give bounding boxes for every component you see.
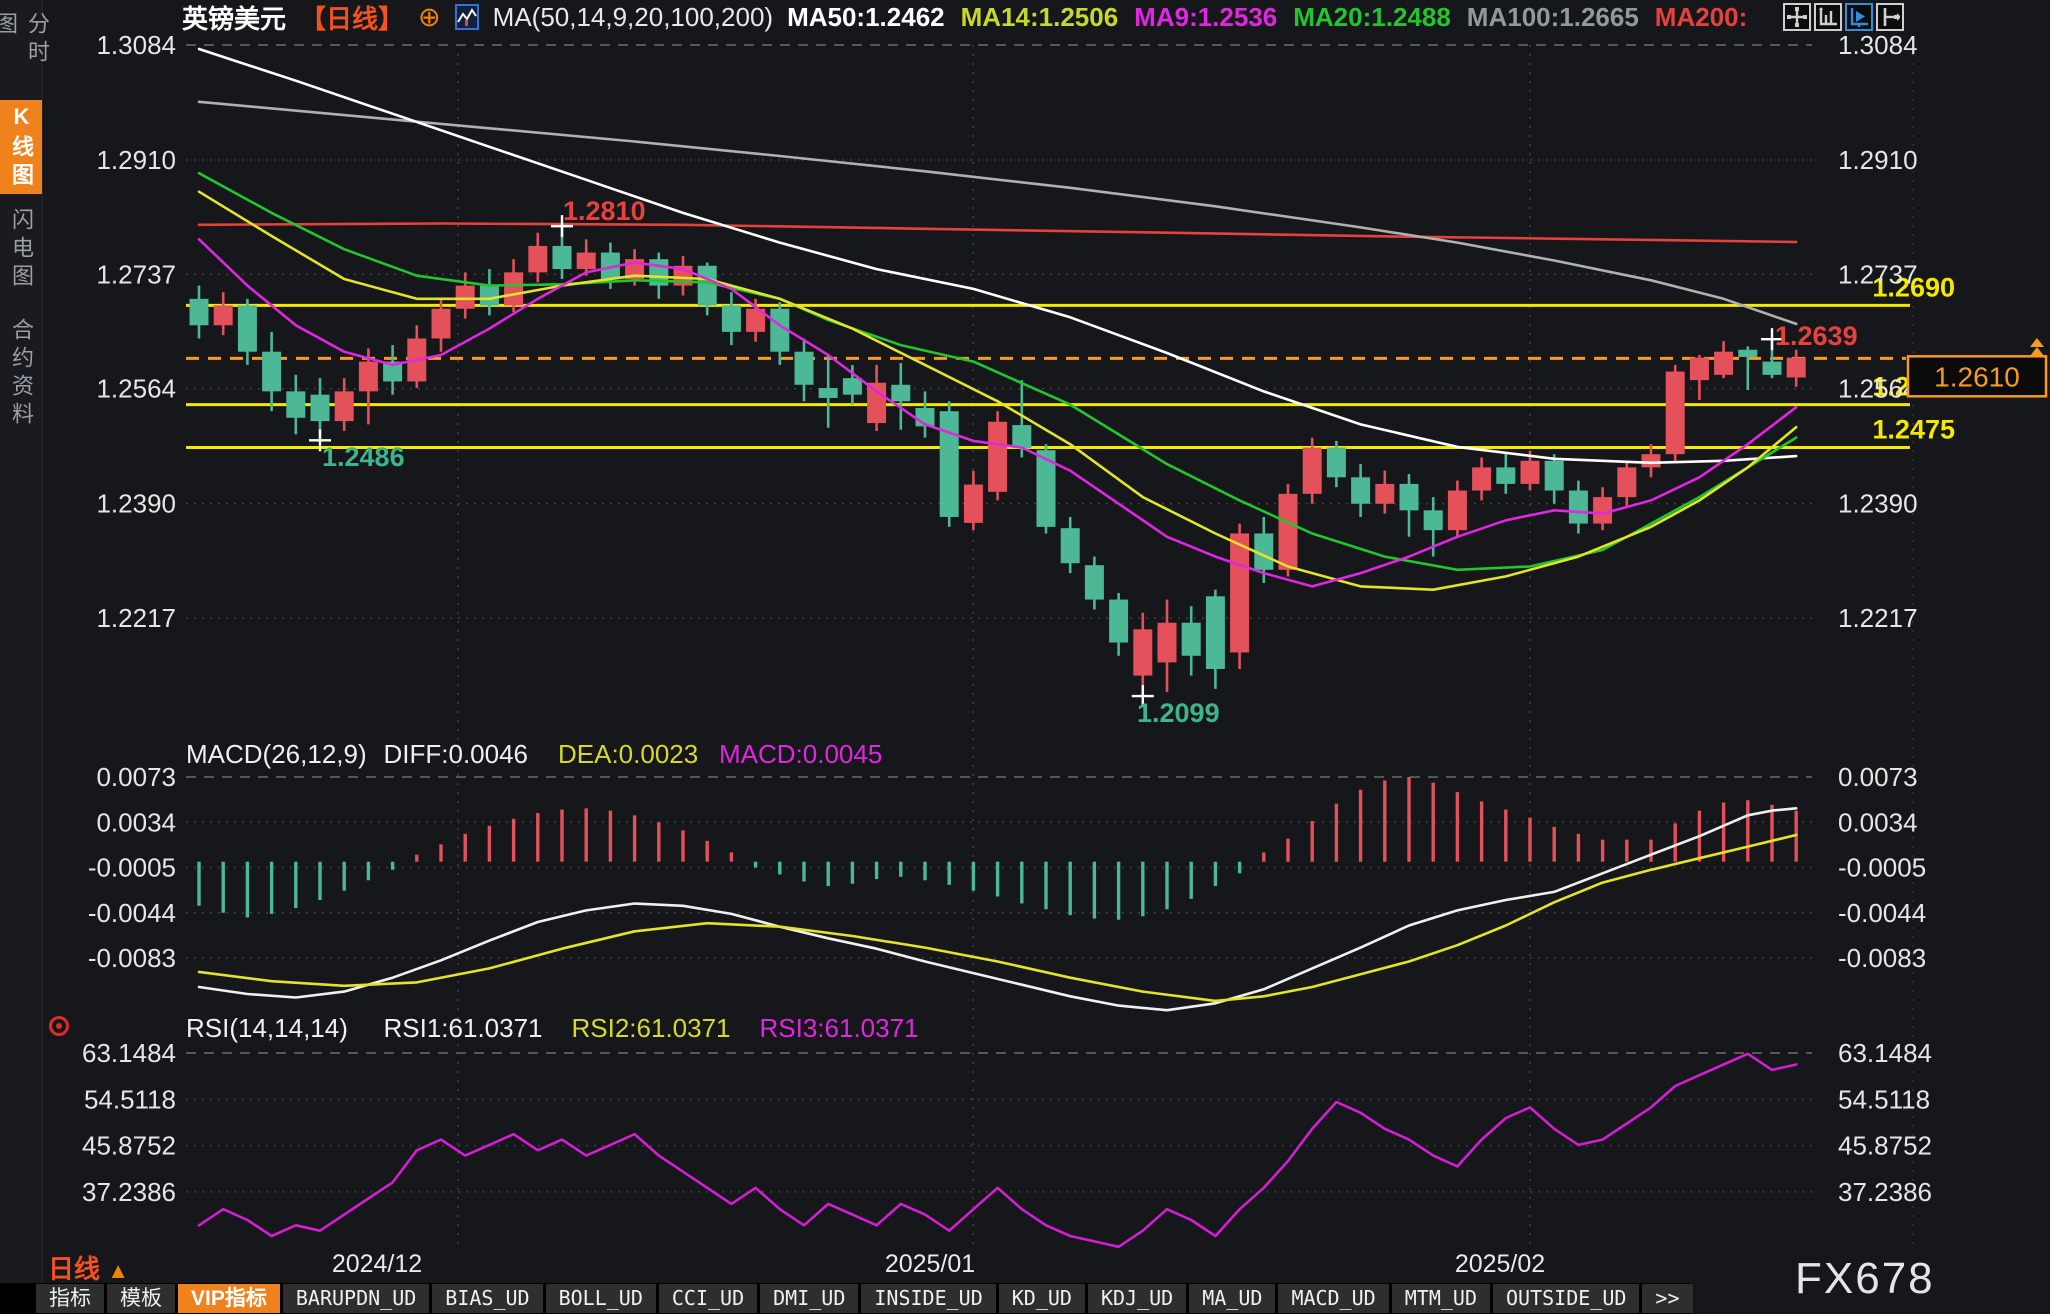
indicator-tabbar: 指标 模板 VIP指标 BARUPDN_UD BIAS_UD BOLL_UD CCI_UD D… — [0, 1283, 1693, 1314]
current-price-label: 1.2610 — [1934, 361, 2020, 392]
tab-OUTSIDE_UD[interactable]: OUTSIDE_UD — [1492, 1284, 1640, 1313]
svg-text:1.2737: 1.2737 — [96, 259, 176, 289]
axis-shift-icon[interactable] — [1876, 3, 1904, 31]
sidebar: 分时图 K线图闪电图合约资料 — [0, 0, 50, 1283]
x-axis-date-label: 2025/01 — [884, 1250, 976, 1278]
svg-text:1.2564: 1.2564 — [1838, 374, 1918, 404]
svg-text:1.3084: 1.3084 — [1838, 30, 1918, 60]
svg-text:0.0034: 0.0034 — [96, 807, 176, 837]
candlestick-mini-icon[interactable] — [454, 4, 479, 30]
price-level-label: 1.2690 — [1872, 272, 1955, 302]
svg-text:-0.0083: -0.0083 — [88, 943, 176, 973]
chart-header: 英镑美元 【日线】 ⊕ MA(50,14,9,20,100,200) MA50:… — [182, 0, 1763, 34]
svg-text:-0.0044: -0.0044 — [1838, 898, 1926, 928]
period-selector[interactable]: 日线 ▲ — [48, 1254, 130, 1284]
ma-value-label: MA100:1.2665 — [1466, 1, 1639, 32]
sidebar-item-4[interactable]: 合约资料 — [9, 318, 34, 430]
tab-MTM_UD[interactable]: MTM_UD — [1391, 1284, 1490, 1313]
svg-text:45.8752: 45.8752 — [1838, 1131, 1932, 1161]
record-target-icon[interactable] — [49, 1016, 69, 1036]
tab-BOLL_UD[interactable]: BOLL_UD — [545, 1284, 656, 1313]
svg-text:54.5118: 54.5118 — [1838, 1084, 1930, 1114]
svg-text:RSI1:61.0371: RSI1:61.0371 — [384, 1013, 543, 1043]
sidebar-item-1[interactable]: 分时图 — [0, 12, 50, 68]
tab-INSIDE_UD[interactable]: INSIDE_UD — [861, 1284, 996, 1313]
ma-value-label: MA14:1.2506 — [960, 1, 1119, 32]
tab-CCI_UD[interactable]: CCI_UD — [658, 1284, 758, 1313]
tab-MACD_UD[interactable]: MACD_UD — [1278, 1284, 1389, 1313]
tab-BIAS_UD[interactable]: BIAS_UD — [432, 1284, 543, 1313]
axis-bars-icon[interactable] — [1814, 3, 1842, 31]
svg-text:DIFF:0.0046: DIFF:0.0046 — [384, 739, 529, 769]
svg-text:0.0073: 0.0073 — [1838, 762, 1918, 792]
tab-指标[interactable]: 指标 — [36, 1284, 104, 1313]
svg-text:RSI3:61.0371: RSI3:61.0371 — [760, 1013, 919, 1043]
svg-text:-0.0005: -0.0005 — [88, 853, 176, 883]
price-annotation-1.2099: 1.2099 — [1137, 698, 1220, 728]
tab-模板[interactable]: 模板 — [107, 1284, 175, 1313]
svg-text:1.2737: 1.2737 — [1838, 259, 1918, 289]
chart-toolbar — [1783, 3, 1904, 31]
svg-text:DEA:0.0023: DEA:0.0023 — [558, 739, 698, 769]
svg-text:63.1484: 63.1484 — [1838, 1038, 1932, 1068]
axis-play-icon[interactable] — [1845, 3, 1873, 31]
svg-text:37.2386: 37.2386 — [82, 1177, 176, 1207]
ma-value-label: MA20:1.2488 — [1293, 1, 1451, 32]
ma-value-label: MA50:1.2462 — [787, 1, 945, 32]
tabs-overflow-button[interactable]: >> — [1642, 1284, 1693, 1313]
svg-text:-0.0083: -0.0083 — [1838, 943, 1926, 973]
svg-text:0.0073: 0.0073 — [96, 762, 176, 792]
svg-text:1.2217: 1.2217 — [1838, 603, 1918, 633]
svg-text:1.2390: 1.2390 — [1838, 489, 1918, 519]
svg-text:1.3084: 1.3084 — [96, 30, 176, 60]
price-annotation-1.2810: 1.2810 — [563, 196, 646, 226]
svg-text:-0.0005: -0.0005 — [1838, 853, 1926, 883]
move-crosshair-icon[interactable] — [1783, 3, 1811, 31]
tab-BARUPDN_UD[interactable]: BARUPDN_UD — [282, 1284, 430, 1313]
svg-text:54.5118: 54.5118 — [84, 1084, 176, 1114]
x-axis-row: 日线 ▲ FX678 2024/12 2025/01 2025/02 — [0, 1246, 2050, 1303]
svg-text:MACD(26,12,9): MACD(26,12,9) — [186, 739, 367, 769]
svg-text:37.2386: 37.2386 — [1838, 1177, 1932, 1207]
svg-text:63.1484: 63.1484 — [82, 1038, 176, 1068]
svg-text:RSI2:61.0371: RSI2:61.0371 — [572, 1013, 731, 1043]
svg-text:1.2390: 1.2390 — [96, 489, 176, 519]
period-tag: 【日线】 — [300, 3, 405, 34]
svg-text:1.2910: 1.2910 — [1838, 145, 1918, 175]
x-axis-date-label: 2025/02 — [1454, 1250, 1546, 1278]
svg-text:-0.0044: -0.0044 — [88, 898, 176, 928]
symbol-name: 英镑美元 — [182, 3, 287, 34]
tab-VIP指标[interactable]: VIP指标 — [178, 1284, 280, 1313]
dropdown-triangle-icon: ▲ — [107, 1258, 130, 1283]
ma-values: MA50:1.2462 MA14:1.2506 MA9:1.2536 MA20:1.2… — [787, 2, 1763, 33]
watermark: FX678 — [1795, 1254, 1935, 1303]
svg-text:45.8752: 45.8752 — [82, 1131, 176, 1161]
ma-value-label: MA9:1.2536 — [1134, 1, 1278, 32]
tab-KDJ_UD[interactable]: KDJ_UD — [1087, 1284, 1187, 1313]
svg-text:MACD:0.0045: MACD:0.0045 — [719, 739, 882, 769]
tab-KD_UD[interactable]: KD_UD — [998, 1284, 1085, 1313]
svg-text:RSI(14,14,14): RSI(14,14,14) — [186, 1013, 348, 1043]
ma-settings-label: MA(50,14,9,20,100,200) — [492, 1, 774, 32]
sidebar-item-3[interactable]: 闪电图 — [9, 208, 34, 292]
sidebar-item-2[interactable]: K线图 — [0, 100, 42, 194]
ma-value-label: MA200: — [1654, 1, 1748, 32]
tab-MA_UD[interactable]: MA_UD — [1189, 1284, 1276, 1313]
svg-text:0.0034: 0.0034 — [1838, 807, 1918, 837]
tab-DMI_UD[interactable]: DMI_UD — [760, 1284, 859, 1313]
price-level-label: 1.2475 — [1872, 415, 1955, 445]
expand-icon[interactable]: ⊕ — [418, 1, 441, 32]
x-axis-date-label: 2024/12 — [331, 1250, 423, 1278]
svg-text:1.2217: 1.2217 — [96, 603, 176, 633]
price-annotation-1.2486: 1.2486 — [322, 442, 405, 472]
svg-text:1.2564: 1.2564 — [96, 374, 176, 404]
price-annotation-1.2639: 1.2639 — [1775, 321, 1858, 351]
svg-text:1.2910: 1.2910 — [96, 145, 176, 175]
